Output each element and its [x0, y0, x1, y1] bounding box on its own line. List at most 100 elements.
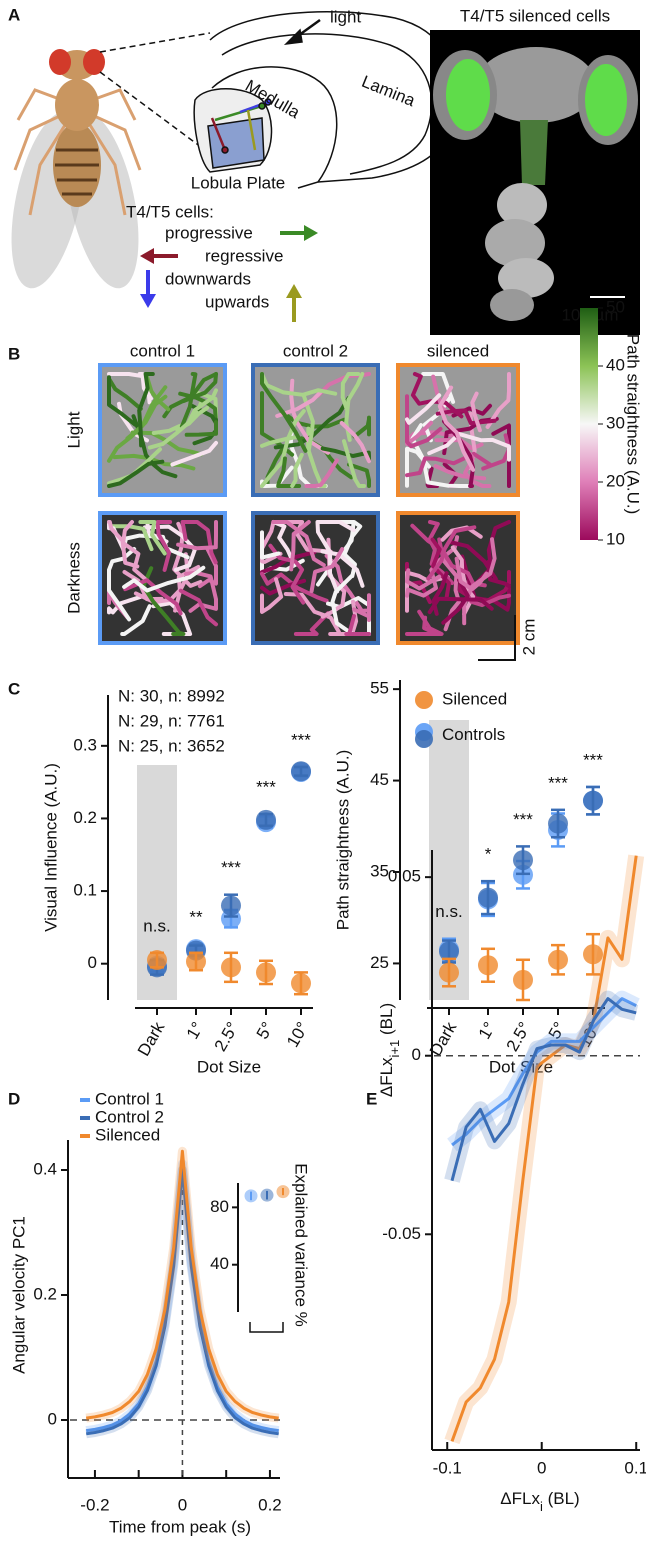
trajectory [260, 372, 338, 397]
dot [186, 951, 206, 972]
dot [478, 887, 498, 908]
label-unit: (BL) [543, 1489, 580, 1508]
trajectory [107, 376, 143, 411]
progressive: progressive [165, 223, 253, 242]
y-axis-label: Angular velocity PC1 [9, 1216, 28, 1374]
brain-diagram [193, 10, 458, 189]
trajectory [121, 520, 147, 581]
trajectory [137, 372, 155, 448]
trajectory [339, 421, 371, 464]
x-tick-label: -0.2 [80, 1495, 109, 1514]
image-title: T4/T5 silenced cells [460, 6, 610, 25]
label-unit: (BL) [377, 1003, 396, 1040]
dot [221, 895, 241, 916]
trajectory [481, 433, 511, 471]
y-tick-label: 40 [210, 1254, 229, 1273]
trajectory [184, 420, 218, 437]
significance-label: *** [256, 778, 276, 797]
dot [244, 1189, 258, 1203]
trajectory [176, 520, 218, 551]
trajectory [441, 578, 470, 625]
trajectory [309, 547, 345, 594]
row-label: Darkness [64, 542, 83, 614]
trajectory [179, 372, 198, 429]
trajectory [347, 462, 371, 488]
trajectory [315, 520, 356, 594]
fly-drawing [11, 32, 211, 289]
trajectory [342, 439, 367, 488]
column-title: control 1 [130, 341, 195, 360]
dot [256, 809, 276, 830]
y-tick-label: 45 [370, 770, 389, 789]
trajectory [427, 520, 455, 585]
y-tick-label: 0 [48, 1409, 57, 1428]
y-tick-label: 0.1 [73, 881, 97, 900]
row-label: Light [64, 411, 83, 448]
significance-label: *** [221, 858, 241, 877]
dot [439, 962, 459, 983]
trajectory [454, 556, 489, 592]
legend-label: Control 1 [95, 1089, 164, 1108]
dot [513, 969, 533, 990]
trajectory [260, 435, 298, 448]
x-tick-label: 0 [537, 1458, 546, 1477]
arena-border [396, 511, 520, 645]
x-axis-label: Time from peak (s) [109, 1517, 251, 1536]
trajectory [410, 523, 477, 589]
x-axis-label: Dot Size [197, 1057, 261, 1076]
arena-border [396, 363, 520, 497]
trajectory [181, 372, 218, 403]
trajectory [151, 601, 193, 636]
panel-label: D [8, 1089, 20, 1108]
arena-border [251, 363, 380, 497]
y-axis-label: Visual Influence (A.U.) [41, 763, 60, 932]
trajectory [405, 568, 442, 591]
trajectory [352, 594, 371, 622]
x-tick-label: 0 [178, 1495, 187, 1514]
trajectory [290, 452, 304, 488]
trajectory [107, 520, 140, 569]
label-subscript: i+1 [387, 1040, 402, 1058]
trajectory [172, 521, 203, 588]
microscopy-image [430, 30, 640, 335]
significance-label: ** [189, 908, 203, 927]
dot [260, 1188, 274, 1202]
dot [583, 944, 603, 965]
x-tick-label: 1° [475, 1019, 500, 1043]
trajectory [431, 571, 449, 616]
trajectory [344, 614, 371, 636]
dot [221, 957, 241, 978]
inset-scale [249, 1322, 284, 1333]
lobula-plate: Lobula Plate [191, 173, 286, 192]
y-tick-label: 0.2 [33, 1284, 57, 1303]
trajectory [260, 409, 306, 488]
line [450, 855, 638, 1442]
trajectory [271, 520, 326, 568]
column-title: control 2 [283, 341, 348, 360]
trajectory [155, 520, 173, 572]
trajectory [405, 451, 492, 478]
arena-border [98, 363, 227, 497]
trajectory [340, 372, 361, 411]
x-tick-label: 2.5° [211, 1019, 243, 1055]
significance-label: *** [548, 773, 568, 792]
y-tick-label: 55 [370, 679, 389, 698]
y-axis-label: Path straightness (A.U.) [333, 750, 352, 930]
y-tick-label: 0.3 [73, 735, 97, 754]
trajectory [271, 520, 295, 562]
trajectory [170, 440, 218, 467]
dot [276, 1185, 290, 1199]
legend-swatch [415, 730, 433, 748]
scale-bar [478, 615, 516, 661]
dot [548, 949, 568, 970]
y-tick-label: 0.05 [388, 867, 421, 886]
significance-label: n.s. [143, 916, 170, 935]
cells-title: T4/T5 cells: [126, 202, 214, 221]
line [85, 1168, 279, 1436]
trajectory [352, 415, 371, 439]
trajectory [260, 530, 281, 560]
lamina: Lamina [359, 72, 418, 111]
trajectory [427, 431, 511, 462]
trajectory [142, 524, 197, 572]
